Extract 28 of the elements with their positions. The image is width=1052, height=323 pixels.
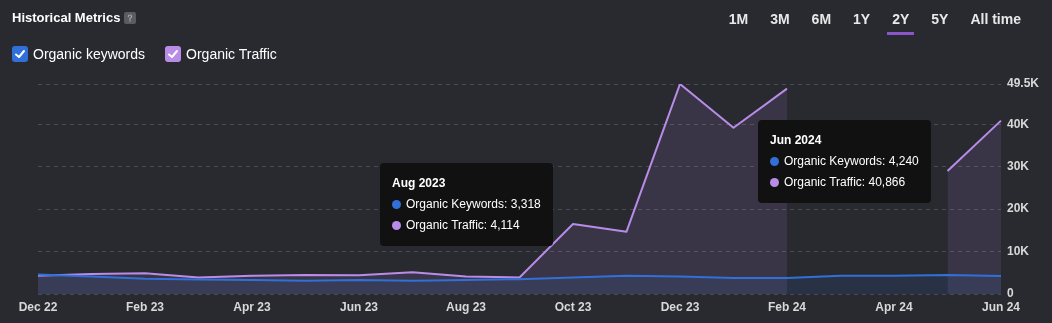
annotation: Jun 2024 Organic Keywords: 4,240 Organic Traffic: 40,866: [770, 132, 919, 191]
text: 3M: [770, 11, 790, 27]
x-tick-label: Dec 23: [660, 299, 700, 314]
x-tick-label: Jun 24: [981, 299, 1021, 314]
chart-title: Historical Metrics: [12, 10, 121, 25]
x-tick-label: Apr 24: [875, 299, 913, 314]
x-tick-label: Aug 23: [445, 299, 487, 314]
x-tick-label: Jun 23: [339, 299, 379, 314]
text: All time: [970, 11, 1021, 27]
x-tick-label: Feb 23: [125, 299, 165, 314]
legend-label: Organic Traffic: [186, 46, 277, 62]
annotation: Aug 2023 Organic Keywords: 3,318 Organic Traffic: 4,114: [392, 175, 541, 234]
y-tick-label: 10K: [1007, 243, 1030, 258]
text: 5Y: [931, 11, 949, 27]
y-tick-label: 49.5K: [1007, 76, 1040, 91]
text: 1M: [728, 11, 749, 27]
x-tick-label: Feb 24: [767, 299, 807, 314]
y-tick-label: 30K: [1007, 159, 1030, 174]
y-tick-label: 0: [1007, 286, 1014, 301]
x-tick-label: Oct 23: [554, 299, 592, 314]
text: 2Y: [892, 11, 910, 27]
y-tick-label: 40K: [1007, 116, 1030, 131]
x-tick-label: Apr 23: [233, 299, 271, 314]
text: 6M: [811, 11, 832, 27]
y-tick-label: 20K: [1007, 201, 1030, 216]
x-tick-label: Dec 22: [18, 299, 58, 314]
legend-label: Organic keywords: [33, 46, 146, 62]
text: 1Y: [853, 11, 871, 27]
